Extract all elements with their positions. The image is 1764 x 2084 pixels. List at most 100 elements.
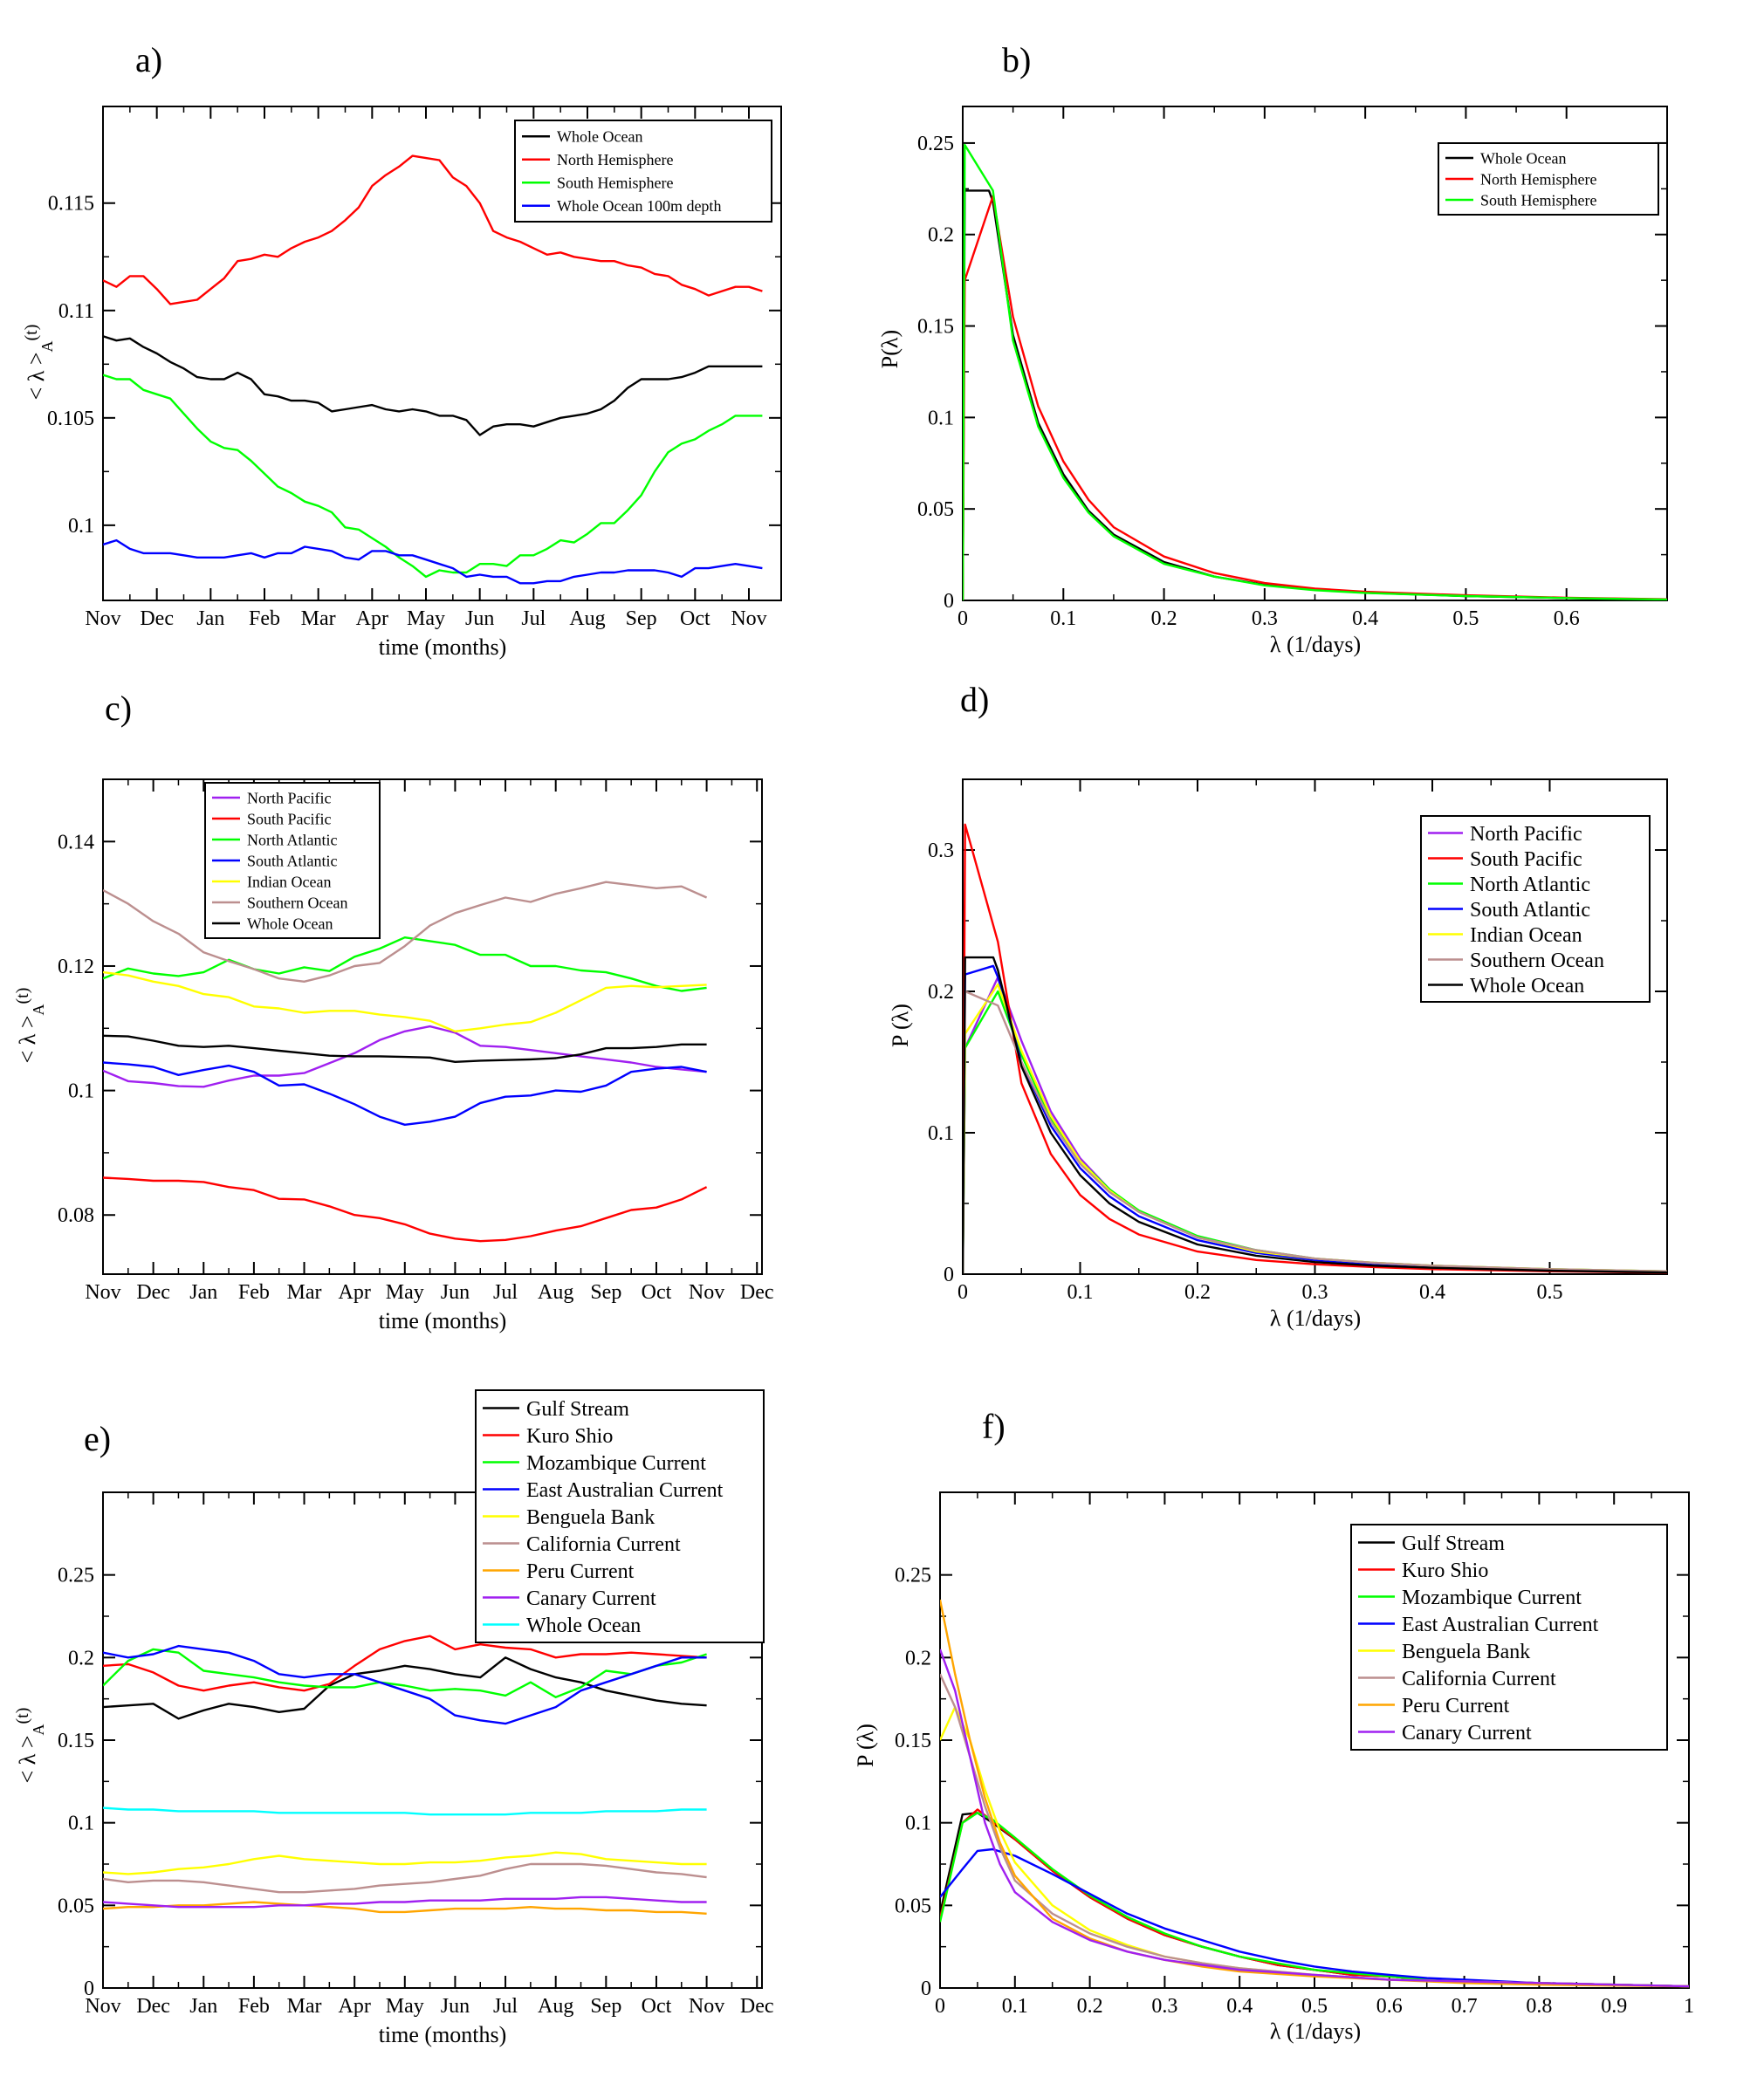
x-tick-label: 0.3: [1252, 607, 1278, 630]
legend-label: North Atlantic: [1470, 874, 1590, 896]
x-tick-label: Jun: [441, 1281, 470, 1304]
x-tick-label: Sep: [590, 1995, 621, 2018]
series-line-southern-ocean: [103, 881, 708, 984]
series-line-north-atlantic: [963, 990, 1667, 1274]
x-tick-label: Nov: [85, 607, 120, 630]
legend-label: North Pacific: [247, 789, 331, 806]
panel-label: e): [84, 1419, 111, 1458]
x-tick-label: 0: [935, 1995, 945, 2018]
panel-e: e) Nov Dec Jan Feb Mar Apr May Jun Jul Aug Sep Oct No…: [13, 1389, 774, 2047]
series-line-south-pacific: [103, 1176, 708, 1243]
y-axis-title: P (λ): [888, 1004, 913, 1047]
x-tick-label: Sep: [626, 607, 657, 630]
series-line-north-hemisphere: [103, 154, 763, 305]
x-tick-label: Jun: [465, 607, 494, 630]
x-tick-label: Mar: [287, 1995, 322, 2018]
y-tick-label: 0.25: [58, 1565, 94, 1587]
x-tick-label: 0.6: [1376, 1995, 1403, 2018]
y-tick-label: 0.15: [58, 1730, 94, 1752]
y-axis-title-sub: A: [38, 340, 56, 352]
panel-c: c) Nov Dec Jan Feb Mar Apr May Jun Jul Aug Sep Oct No…: [13, 689, 774, 1333]
legend: Whole Ocean North Hemisphere South Hemisph…: [1438, 142, 1659, 216]
legend-label: Kuro Shio: [526, 1425, 613, 1448]
x-tick-label: Jun: [441, 1995, 470, 2018]
y-tick-label: 0.05: [895, 1895, 931, 1917]
legend-label: North Hemisphere: [1480, 170, 1596, 188]
x-tick-label: Sep: [590, 1281, 621, 1304]
legend-label: Canary Current: [526, 1587, 656, 1610]
y-tick-label: 0.1: [905, 1813, 931, 1835]
y-tick-label: 0.105: [47, 408, 94, 430]
legend-label: South Pacific: [1470, 848, 1582, 871]
legend-label: Whole Ocean: [247, 915, 333, 932]
x-tick-label: 1: [1684, 1995, 1694, 2018]
y-tick-label: 0.25: [917, 133, 954, 155]
x-tick-label: Dec: [740, 1995, 774, 2018]
x-tick-label: Jan: [189, 1995, 217, 2018]
x-tick-label: 0.3: [1151, 1995, 1177, 2018]
legend-box: [514, 120, 772, 223]
y-tick-label: 0.1: [68, 1080, 94, 1103]
x-axis-title: λ (1/days): [1270, 632, 1361, 657]
x-tick-label: Apr: [356, 607, 388, 630]
series-line-canary-current: [103, 1895, 707, 1909]
legend-box: [1438, 142, 1659, 216]
legend-label: East Australian Current: [1402, 1614, 1599, 1636]
x-tick-label: May: [407, 607, 445, 630]
y-tick-label: 0.2: [905, 1647, 931, 1669]
legend-label: California Current: [1402, 1668, 1556, 1690]
y-axis-title-main: < λ >: [15, 1735, 40, 1783]
legend-label: Gulf Stream: [526, 1398, 629, 1421]
x-tick-label: Nov: [85, 1995, 120, 2018]
legend-label: Whole Ocean: [526, 1614, 641, 1637]
y-tick-label: 0.14: [58, 831, 94, 853]
series-line-whole-ocean: [103, 335, 763, 436]
legend-label: Southern Ocean: [1470, 949, 1604, 972]
y-axis-title-tail: (t): [22, 325, 41, 341]
legend-label: South Atlantic: [1470, 899, 1590, 922]
x-tick-label: Jul: [493, 1281, 518, 1304]
series-line-whole-ocean: [963, 189, 1667, 600]
legend-label: Mozambique Current: [526, 1452, 706, 1475]
legend-label: Whole Ocean: [557, 128, 642, 146]
y-tick-label: 0.11: [58, 300, 94, 323]
x-tick-label: May: [386, 1281, 424, 1304]
x-tick-label: Jan: [189, 1281, 217, 1304]
series-line-whole-ocean-100m-depth: [103, 538, 763, 585]
panel-d: d)0 0.1 0.2 0.3 0.4 0.500.10.20.3λ (1/days)P …: [888, 680, 1668, 1331]
x-tick-label: 0.1: [1050, 607, 1076, 630]
x-tick-label: Dec: [140, 607, 174, 630]
series-line-peru-current: [103, 1901, 707, 1915]
y-tick-label: 0.3: [928, 840, 954, 862]
series-group: [940, 1599, 1689, 1988]
x-tick-label: Dec: [136, 1995, 170, 2018]
legend: North Pacific South Pacific North Atlantic…: [204, 782, 381, 939]
panel-b: b) 0 0.1 0.2 0.3 0.4 0.5 0.6 0 0.05 0.1 0.15 0.2 0.25…: [877, 40, 1668, 657]
y-axis-title: P(λ): [877, 330, 903, 368]
y-axis-title-sub: A: [30, 1724, 47, 1735]
x-tick-label: 0.2: [1151, 607, 1177, 630]
series-line-whole-ocean: [963, 956, 1667, 1274]
legend-label: Gulf Stream: [1402, 1532, 1505, 1555]
y-axis-title-tail: (t): [13, 988, 32, 1004]
series-line-kuro-shio: [103, 1635, 707, 1692]
series-line-mozambique-current: [940, 1812, 1689, 1988]
y-axis-title-main: < λ >: [24, 352, 49, 400]
legend-label: North Hemisphere: [557, 151, 673, 168]
series-line-south-hemisphere: [103, 374, 763, 579]
series-line-north-atlantic: [103, 936, 707, 992]
x-tick-label: 0.4: [1419, 1281, 1445, 1304]
y-tick-label: 0: [944, 590, 954, 613]
y-tick-label: 0.15: [917, 316, 954, 339]
x-tick-label: Apr: [339, 1995, 371, 2018]
x-tick-label: 0.3: [1302, 1281, 1328, 1304]
x-tick-label: Oct: [680, 607, 710, 630]
x-tick-label: Aug: [538, 1995, 573, 2018]
legend-box: [475, 1389, 765, 1643]
legend-label: Benguela Bank: [526, 1506, 655, 1529]
legend-label: Mozambique Current: [1402, 1587, 1582, 1609]
x-tick-label: Dec: [136, 1281, 170, 1304]
y-tick-label: 0: [921, 1978, 931, 2000]
series-line-indian-ocean: [963, 983, 1667, 1274]
panel-label: a): [135, 40, 162, 79]
